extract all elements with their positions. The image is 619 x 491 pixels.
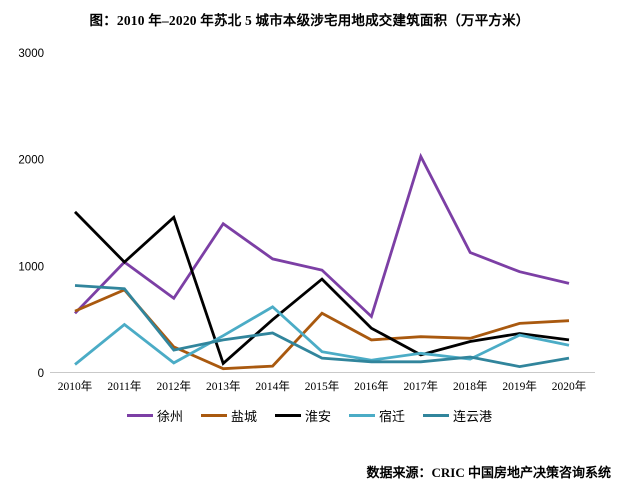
x-axis-label: 2013年	[206, 379, 241, 393]
x-axis-label: 2020年	[552, 379, 587, 393]
legend-item-yancheng: 盐城	[200, 406, 257, 425]
legend-swatch-lianyungang	[423, 414, 450, 417]
y-axis-label: 3000	[18, 48, 44, 60]
series-line-huaian	[74, 210, 570, 366]
legend-label-suqian: 宿迁	[379, 409, 406, 424]
legend-label-yancheng: 盐城	[230, 409, 257, 424]
x-axis-label: 2016年	[354, 379, 389, 393]
legend-item-suqian: 宿迁	[349, 406, 405, 425]
x-axis-label: 2018年	[453, 379, 488, 393]
legend-swatch-yancheng	[200, 414, 227, 417]
series-line-suqian	[74, 305, 570, 366]
y-axis-label: 2000	[18, 155, 44, 167]
legend-label-lianyungang: 连云港	[453, 409, 493, 424]
legend-item-xuzhou: 徐州	[126, 406, 183, 425]
legend-label-xuzhou: 徐州	[156, 409, 183, 424]
chart-title: 图：2010 年–2020 年苏北 5 城市本级涉宅用地成交建筑面积（万平方米）	[89, 13, 530, 28]
legend-item-lianyungang: 连云港	[423, 406, 492, 425]
x-axis-label: 2011年	[107, 379, 141, 393]
x-axis-label: 2010年	[58, 379, 93, 393]
x-axis-label: 2014年	[255, 379, 290, 393]
y-axis-label: 1000	[18, 261, 44, 273]
x-axis-label: 2012年	[157, 379, 192, 393]
chart-legend: 徐州 盐城 淮安 宿迁 连云港	[0, 406, 619, 425]
data-source-note: 数据来源：CRIC 中国房地产决策咨询系统	[366, 465, 611, 480]
y-axis-label: 0	[38, 368, 44, 380]
legend-label-huaian: 淮安	[304, 409, 331, 424]
series-line-xuzhou	[73, 152, 570, 320]
x-axis-label: 2019年	[502, 379, 537, 393]
legend-swatch-suqian	[349, 414, 375, 417]
legend-item-huaian: 淮安	[274, 406, 331, 425]
x-axis-label: 2017年	[404, 379, 439, 393]
legend-swatch-huaian	[274, 414, 301, 417]
legend-swatch-xuzhou	[126, 414, 153, 417]
series-line-lianyungang	[74, 284, 570, 369]
x-axis-label: 2015年	[305, 379, 340, 393]
